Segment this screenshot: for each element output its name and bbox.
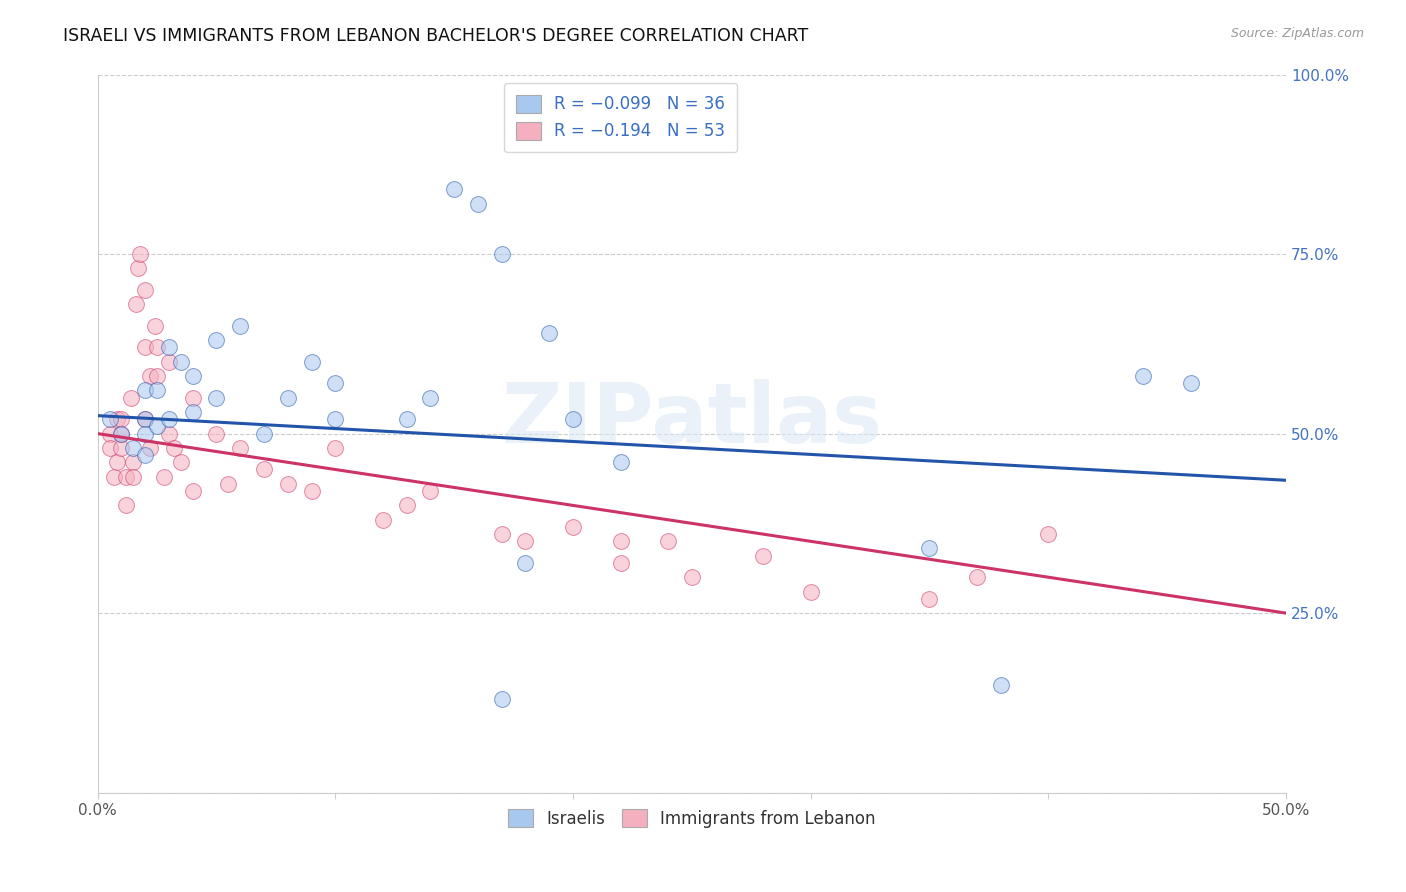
Point: [124, 297, 146, 311]
Point: [918, 541, 941, 556]
Point: [966, 570, 988, 584]
Point: [153, 469, 176, 483]
Point: [170, 355, 193, 369]
Point: [157, 412, 180, 426]
Point: [538, 326, 561, 340]
Point: [205, 333, 228, 347]
Point: [146, 384, 169, 398]
Point: [115, 499, 138, 513]
Point: [146, 369, 169, 384]
Point: [157, 355, 180, 369]
Point: [562, 520, 585, 534]
Point: [800, 584, 823, 599]
Point: [253, 426, 276, 441]
Point: [127, 261, 149, 276]
Point: [491, 247, 513, 261]
Point: [491, 527, 513, 541]
Point: [1038, 527, 1060, 541]
Point: [301, 355, 323, 369]
Point: [515, 534, 537, 549]
Point: [181, 405, 204, 419]
Point: [105, 455, 128, 469]
Point: [609, 455, 631, 469]
Point: [110, 426, 132, 441]
Point: [163, 441, 186, 455]
Point: [122, 469, 145, 483]
Point: [129, 247, 152, 261]
Point: [752, 549, 775, 563]
Point: [323, 441, 346, 455]
Point: [229, 441, 252, 455]
Point: [146, 340, 169, 354]
Point: [217, 476, 239, 491]
Point: [395, 499, 418, 513]
Point: [134, 412, 156, 426]
Point: [323, 412, 346, 426]
Point: [277, 476, 299, 491]
Point: [253, 462, 276, 476]
Point: [157, 340, 180, 354]
Point: [105, 412, 128, 426]
Point: [98, 441, 121, 455]
Point: [918, 591, 941, 606]
Point: [110, 426, 132, 441]
Point: [277, 391, 299, 405]
Point: [181, 483, 204, 498]
Point: [134, 426, 156, 441]
Point: [146, 419, 169, 434]
Point: [115, 469, 138, 483]
Point: [110, 441, 132, 455]
Point: [419, 391, 441, 405]
Point: [395, 412, 418, 426]
Point: [134, 283, 156, 297]
Point: [467, 196, 489, 211]
Point: [229, 318, 252, 333]
Point: [609, 556, 631, 570]
Point: [181, 391, 204, 405]
Point: [990, 678, 1012, 692]
Point: [143, 318, 166, 333]
Point: [122, 455, 145, 469]
Point: [1180, 376, 1202, 391]
Point: [103, 469, 125, 483]
Point: [98, 412, 121, 426]
Point: [205, 426, 228, 441]
Point: [657, 534, 679, 549]
Legend: Israelis, Immigrants from Lebanon: Israelis, Immigrants from Lebanon: [502, 803, 883, 835]
Point: [98, 426, 121, 441]
Point: [120, 391, 142, 405]
Text: ISRAELI VS IMMIGRANTS FROM LEBANON BACHELOR'S DEGREE CORRELATION CHART: ISRAELI VS IMMIGRANTS FROM LEBANON BACHE…: [63, 27, 808, 45]
Point: [323, 376, 346, 391]
Point: [170, 455, 193, 469]
Text: Source: ZipAtlas.com: Source: ZipAtlas.com: [1230, 27, 1364, 40]
Point: [181, 369, 204, 384]
Point: [110, 412, 132, 426]
Point: [122, 441, 145, 455]
Point: [681, 570, 703, 584]
Point: [1132, 369, 1154, 384]
Point: [134, 448, 156, 462]
Point: [139, 369, 162, 384]
Point: [443, 182, 465, 196]
Point: [157, 426, 180, 441]
Point: [419, 483, 441, 498]
Point: [139, 441, 162, 455]
Point: [134, 340, 156, 354]
Point: [515, 556, 537, 570]
Text: ZIPatlas: ZIPatlas: [502, 379, 883, 459]
Point: [562, 412, 585, 426]
Point: [301, 483, 323, 498]
Point: [134, 384, 156, 398]
Point: [205, 391, 228, 405]
Point: [371, 513, 394, 527]
Point: [609, 534, 631, 549]
Point: [134, 412, 156, 426]
Point: [491, 692, 513, 706]
